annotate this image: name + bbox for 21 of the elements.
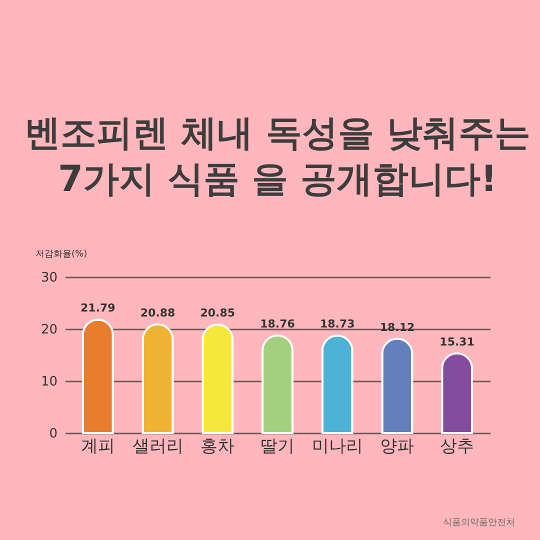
x-tick-label: 딸기 [260, 436, 294, 456]
x-tick-label: 양파 [380, 436, 414, 456]
chart-title: 벤조피렌 체내 독성을 낮춰주는 [24, 113, 530, 154]
data-label: 20.88 [140, 306, 176, 320]
y-tick-label: 30 [40, 270, 58, 286]
data-label: 21.79 [80, 302, 116, 315]
x-tick-label: 홍차 [200, 436, 235, 456]
data-label: 15.31 [440, 335, 474, 348]
y-tick-label: 0 [49, 426, 58, 442]
chart-subtitle: 7가지 식품 을 공개합니다! [58, 159, 498, 200]
x-tick-label: 샐러리 [132, 436, 184, 456]
data-label: 18.73 [320, 318, 355, 331]
text: 식품의약품안전처 [443, 518, 515, 528]
x-tick-label: 미나리 [312, 436, 363, 456]
data-label: 20.85 [200, 306, 236, 320]
y-axis-title: 저감화율(%) [36, 250, 88, 260]
y-tick-label: 10 [40, 374, 58, 390]
x-tick-label: 상추 [440, 436, 474, 456]
y-tick-label: 20 [40, 322, 58, 338]
data-label: 18.76 [260, 317, 296, 330]
x-tick-label: 계피 [80, 436, 115, 456]
